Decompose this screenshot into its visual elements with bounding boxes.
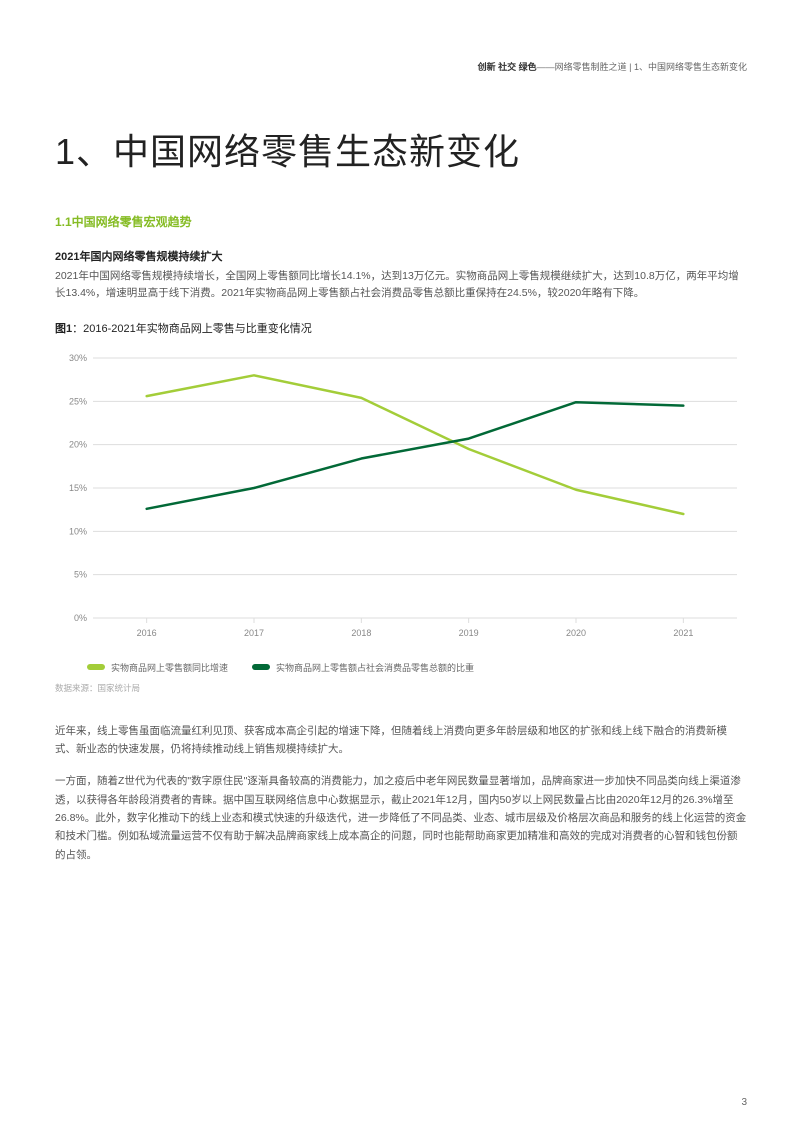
- chart-title: 图1：2016-2021年实物商品网上零售与比重变化情况: [55, 320, 747, 336]
- svg-text:25%: 25%: [69, 396, 87, 406]
- chart-legend: 实物商品网上零售额同比增速 实物商品网上零售额占社会消费品零售总额的比重: [55, 661, 747, 674]
- chart-title-prefix: 图1: [55, 323, 72, 335]
- header-middle: ——网络零售制胜之道: [537, 62, 627, 72]
- legend-swatch: [252, 664, 270, 670]
- svg-text:5%: 5%: [74, 569, 87, 579]
- header-right: | 1、中国网络零售生态新变化: [627, 62, 747, 72]
- legend-swatch: [87, 664, 105, 670]
- svg-text:10%: 10%: [69, 526, 87, 536]
- svg-text:2017: 2017: [244, 628, 264, 638]
- chart-svg: 0% 5% 10% 15% 20% 25% 30% 2016 2017 2018 2019 2020 2…: [55, 348, 747, 648]
- header-left: 创新 社交 绿色: [478, 62, 537, 72]
- line-chart: 0% 5% 10% 15% 20% 25% 30% 2016 2017 2018 2019 2020 2…: [55, 348, 747, 653]
- svg-text:30%: 30%: [69, 353, 87, 363]
- svg-text:20%: 20%: [69, 439, 87, 449]
- svg-text:2019: 2019: [459, 628, 479, 638]
- legend-label: 实物商品网上零售额同比增速: [111, 661, 228, 674]
- legend-item: 实物商品网上零售额占社会消费品零售总额的比重: [252, 661, 474, 674]
- page-number: 3: [741, 1097, 747, 1108]
- paragraph-heading: 2021年国内网络零售规模持续扩大: [55, 248, 747, 264]
- page-header: 创新 社交 绿色——网络零售制胜之道 | 1、中国网络零售生态新变化: [55, 60, 747, 73]
- data-source: 数据来源：国家统计局: [55, 682, 747, 694]
- page-title: 1、中国网络零售生态新变化: [55, 123, 747, 175]
- chart-title-rest: ：2016-2021年实物商品网上零售与比重变化情况: [72, 323, 312, 335]
- svg-text:2018: 2018: [351, 628, 371, 638]
- section-subheading: 1.1中国网络零售宏观趋势: [55, 213, 747, 230]
- paragraph-1: 2021年中国网络零售规模持续增长，全国网上零售额同比增长14.1%，达到13万…: [55, 268, 747, 302]
- svg-text:0%: 0%: [74, 613, 87, 623]
- legend-label: 实物商品网上零售额占社会消费品零售总额的比重: [276, 661, 474, 674]
- legend-item: 实物商品网上零售额同比增速: [87, 661, 228, 674]
- svg-text:15%: 15%: [69, 483, 87, 493]
- svg-text:2020: 2020: [566, 628, 586, 638]
- paragraph-3: 一方面，随着Z世代为代表的"数字原住民"逐渐具备较高的消费能力，加之疫后中老年网…: [55, 772, 747, 864]
- svg-text:2016: 2016: [137, 628, 157, 638]
- paragraph-2: 近年来，线上零售虽面临流量红利见顶、获客成本高企引起的增速下降，但随着线上消费向…: [55, 722, 747, 759]
- svg-text:2021: 2021: [673, 628, 693, 638]
